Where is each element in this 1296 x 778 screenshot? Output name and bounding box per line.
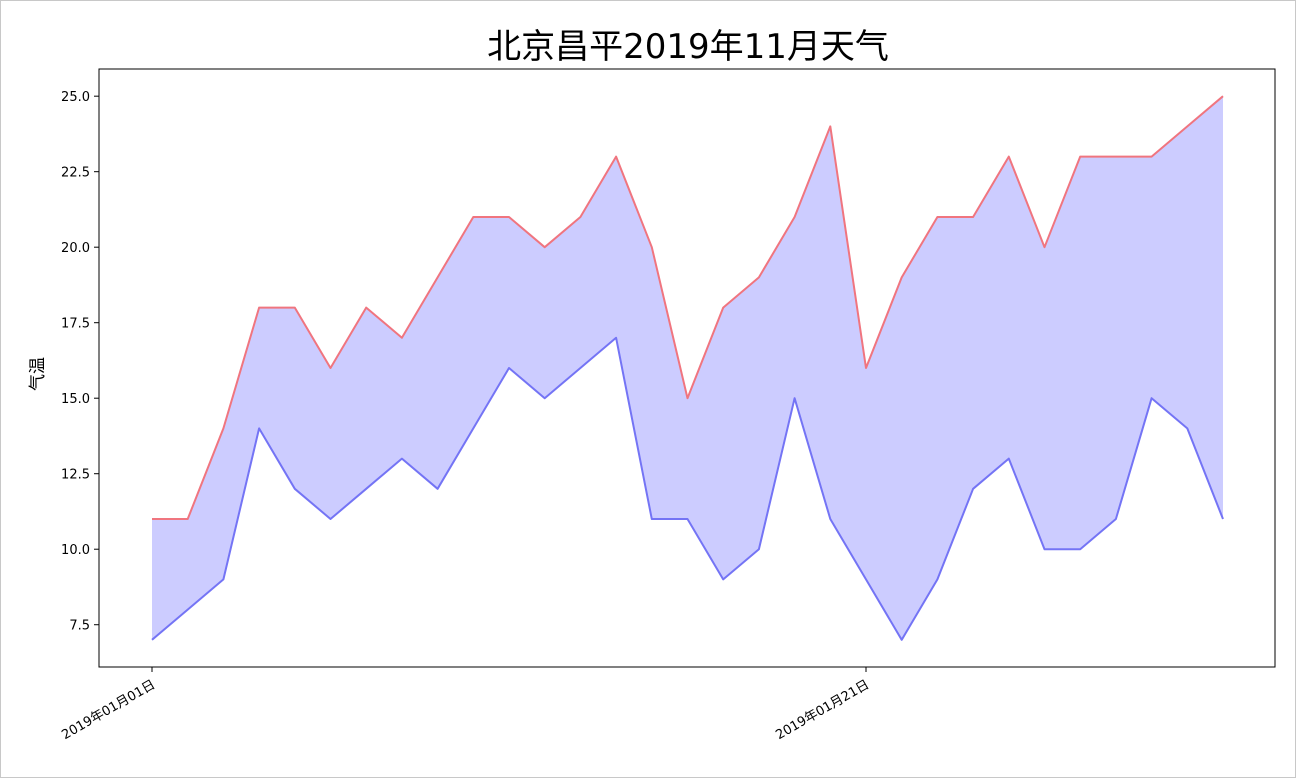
y-tick-label: 17.5: [61, 317, 90, 332]
low-temperature-line: [151, 336, 1224, 641]
line-layer: [151, 95, 1224, 641]
plot-area: [98, 68, 1276, 668]
y-tick-label: 7.5: [69, 619, 90, 634]
chart-title: 北京昌平2019年11月天气: [487, 27, 889, 67]
x-axis: 2019年01月01日 2019年01月21日: [59, 667, 872, 743]
high-temperature-line: [152, 95, 1224, 521]
temperature-range-fill: [152, 96, 1223, 640]
y-tick-label: 15.0: [61, 392, 90, 407]
x-tick-label: 2019年01月01日: [59, 677, 158, 743]
fill-layer: [152, 96, 1223, 640]
y-tick-label: 12.5: [61, 468, 90, 483]
y-axis-label: 气温: [28, 357, 48, 391]
y-axis: 7.5 10.0 12.5 15.0 17.5 20.0 22.5 25.0: [61, 90, 99, 634]
x-tick-label: 2019年01月21日: [773, 677, 872, 743]
y-tick-label: 25.0: [61, 90, 90, 105]
y-tick-label: 10.0: [61, 543, 90, 558]
y-tick-label: 20.0: [61, 241, 90, 256]
y-tick-label: 22.5: [61, 166, 90, 181]
